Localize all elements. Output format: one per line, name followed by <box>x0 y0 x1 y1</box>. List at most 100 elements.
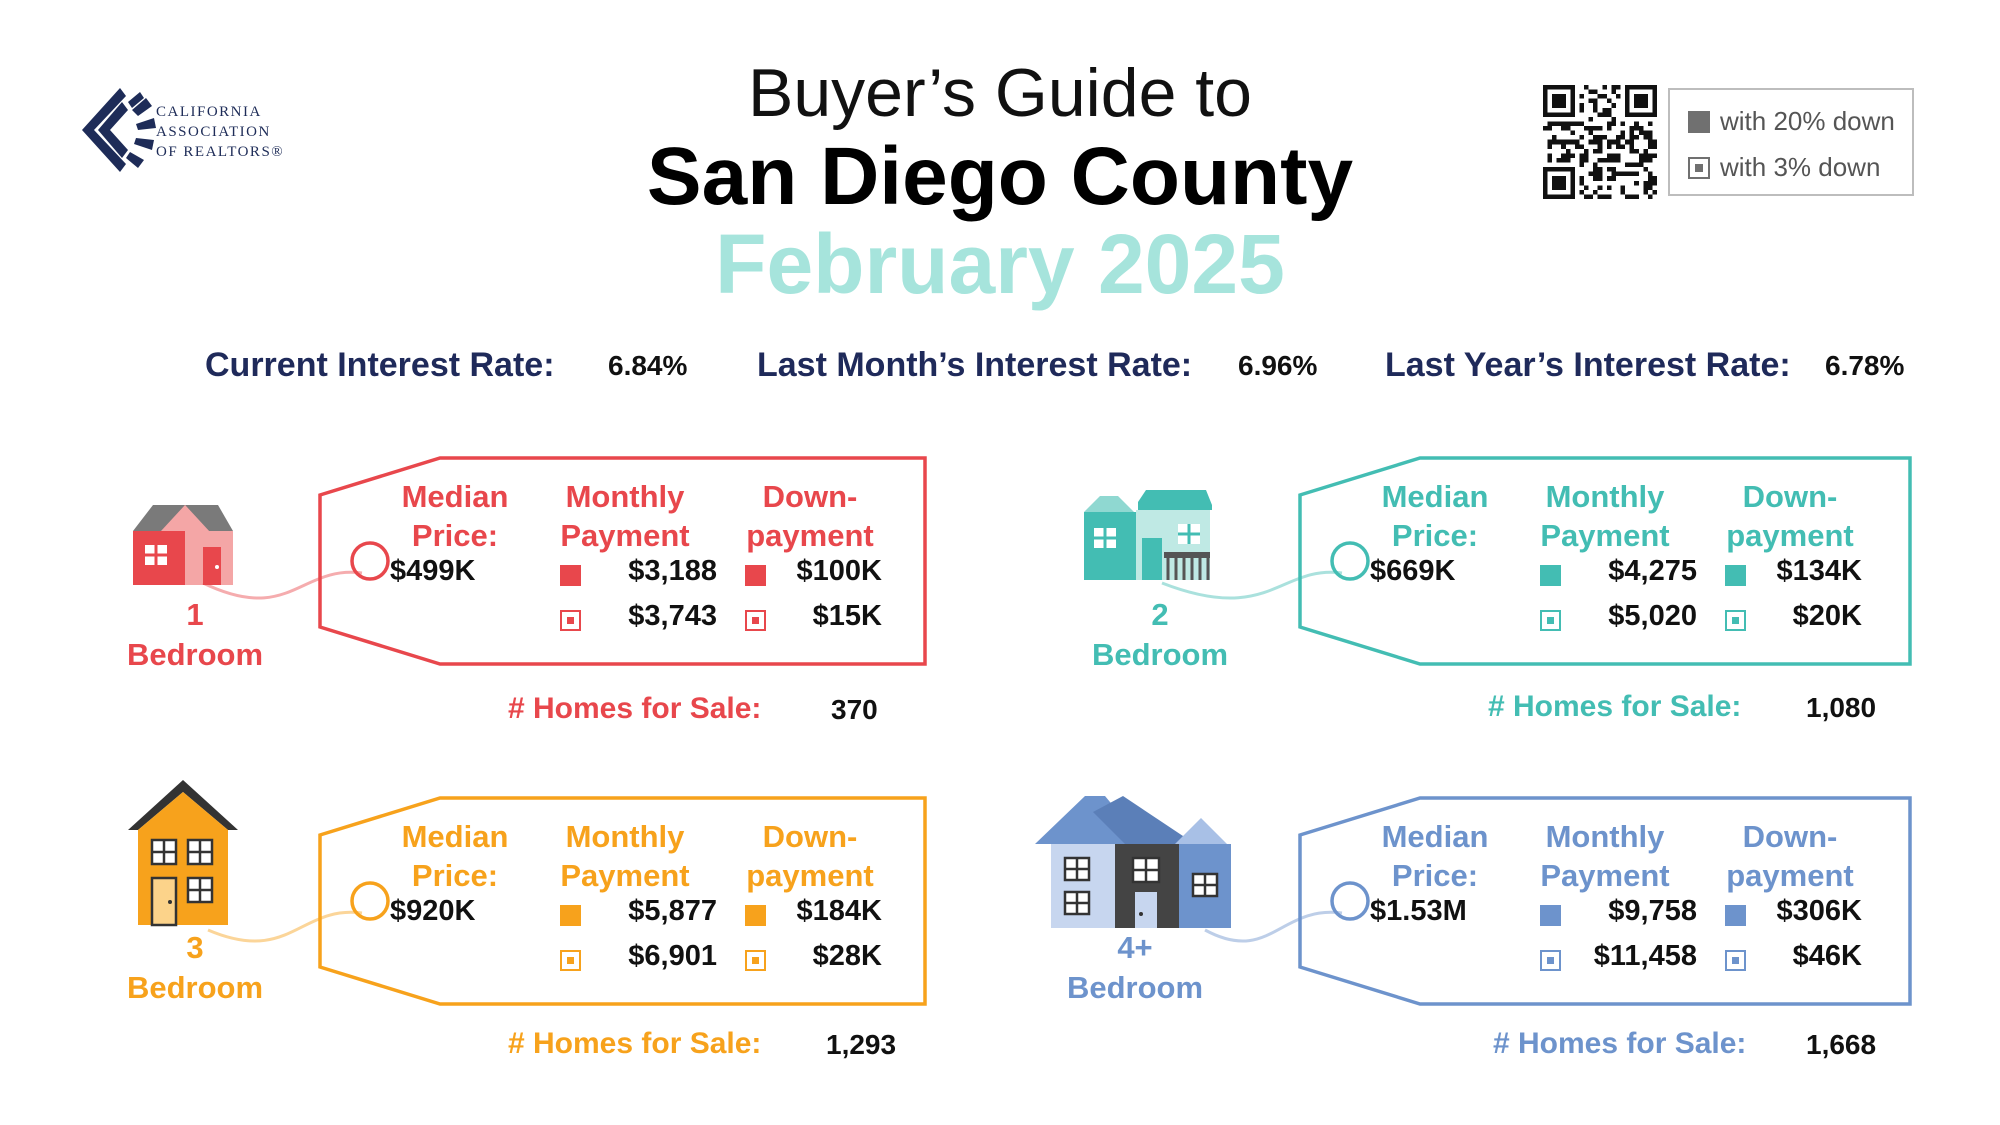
filled-square-icon <box>1688 111 1710 133</box>
price-tag-outline <box>1204 796 1912 1006</box>
filled-square-icon <box>1725 565 1746 586</box>
filled-square-icon <box>1540 565 1561 586</box>
filled-square-icon <box>560 905 581 926</box>
logo-line-2: ASSOCIATION <box>156 124 271 140</box>
legend-item-3-down: with 3% down <box>1688 152 1880 183</box>
downpayment-3-down: $15K <box>812 600 882 632</box>
house-icon <box>128 780 238 935</box>
outlined-square-icon <box>1725 610 1746 631</box>
price-tag-outline <box>202 456 927 666</box>
last-year-rate-label: Last Year’s Interest Rate: <box>1385 346 1791 384</box>
outlined-square-icon <box>1688 157 1710 179</box>
bedroom-label: 2 Bedroom <box>1070 595 1250 675</box>
median-price-value: $499K <box>390 555 476 587</box>
logo-line-3: OF REALTORS® <box>156 144 285 160</box>
bedroom-count: 1 <box>186 597 204 632</box>
downpayment-20-down: $184K <box>796 895 882 927</box>
homes-for-sale-label: # Homes for Sale: <box>1493 1027 1747 1060</box>
last-year-rate-value: 6.78% <box>1825 350 1905 381</box>
car-logo: CALIFORNIA ASSOCIATION OF REALTORS® <box>82 86 302 176</box>
downpayment-3-down: $46K <box>1792 940 1862 972</box>
outlined-square-icon <box>1540 610 1561 631</box>
bedroom-count: 4+ <box>1117 930 1153 965</box>
filled-square-icon <box>745 905 766 926</box>
outlined-square-icon <box>745 610 766 631</box>
monthly-payment-20-down: $3,188 <box>628 555 717 587</box>
homes-for-sale-value: 1,293 <box>826 1029 897 1060</box>
filled-square-icon <box>745 565 766 586</box>
house-icon <box>1035 792 1245 937</box>
outlined-square-icon <box>1540 950 1561 971</box>
downpayment-3-down: $20K <box>1792 600 1862 632</box>
title-line-3: February 2025 <box>715 217 1285 311</box>
homes-for-sale-label: # Homes for Sale: <box>508 692 762 725</box>
card-1-bedroom: 1 Bedroom Median Price: Monthly Payment … <box>105 455 935 775</box>
median-header: Median Price: <box>1381 819 1489 893</box>
monthly-payment-3-down: $5,020 <box>1608 600 1697 632</box>
monthly-payment-3-down: $6,901 <box>628 940 717 972</box>
monthly-header: Monthly Payment <box>1540 479 1670 553</box>
bedroom-count: 3 <box>186 930 204 965</box>
downpayment-3-down: $28K <box>812 940 882 972</box>
bedroom-label: 1 Bedroom <box>105 595 285 675</box>
card-2-bedroom: 2 Bedroom Median Price: Monthly Payment … <box>1050 455 1920 775</box>
monthly-payment-3-down: $11,458 <box>1593 940 1697 972</box>
monthly-payment-20-down: $5,877 <box>628 895 717 927</box>
homes-for-sale-label: # Homes for Sale: <box>1488 690 1742 723</box>
logo-line-1: CALIFORNIA <box>156 104 262 120</box>
monthly-header: Monthly Payment <box>1540 819 1670 893</box>
homes-for-sale-value: 1,080 <box>1806 692 1877 723</box>
outlined-square-icon <box>1725 950 1746 971</box>
last-month-rate-label: Last Month’s Interest Rate: <box>757 346 1193 384</box>
monthly-payment-20-down: $9,758 <box>1608 895 1697 927</box>
outlined-square-icon <box>560 610 581 631</box>
downpayment-20-down: $306K <box>1776 895 1862 927</box>
median-header: Median Price: <box>401 479 509 553</box>
house-icon <box>1082 490 1214 590</box>
homes-for-sale-value: 370 <box>831 694 878 725</box>
price-tag-outline <box>207 796 927 1006</box>
card-3-bedroom: 3 Bedroom Median Price: Monthly Payment … <box>105 780 935 1100</box>
house-icon <box>123 503 233 598</box>
filled-square-icon <box>1540 905 1561 926</box>
current-rate-value: 6.84% <box>608 350 688 381</box>
down-header: Down- payment <box>746 479 874 553</box>
legend: with 20% down with 3% down <box>1668 88 1914 196</box>
median-price-value: $669K <box>1370 555 1456 587</box>
outlined-square-icon <box>745 950 766 971</box>
qr-code-icon[interactable] <box>1543 85 1657 199</box>
bedroom-word: Bedroom <box>1066 970 1204 1005</box>
down-header: Down- payment <box>1726 479 1854 553</box>
median-price-value: $920K <box>390 895 476 927</box>
bedroom-word: Bedroom <box>1091 637 1229 672</box>
car-logo-icon <box>82 88 156 172</box>
bedroom-label: 4+ Bedroom <box>1045 928 1225 1008</box>
down-header: Down- payment <box>746 819 874 893</box>
title-line-1: Buyer’s Guide to <box>748 55 1252 131</box>
filled-square-icon <box>1725 905 1746 926</box>
outlined-square-icon <box>560 950 581 971</box>
price-tag-outline <box>1161 456 1912 666</box>
bedroom-word: Bedroom <box>126 970 264 1005</box>
downpayment-20-down: $100K <box>796 555 882 587</box>
bedroom-label: 3 Bedroom <box>105 928 285 1008</box>
down-header: Down- payment <box>1726 819 1854 893</box>
filled-square-icon <box>560 565 581 586</box>
homes-for-sale-value: 1,668 <box>1806 1029 1877 1060</box>
bedroom-count: 2 <box>1151 597 1169 632</box>
current-rate-label: Current Interest Rate: <box>205 346 555 384</box>
title-line-2: San Diego County <box>646 131 1354 222</box>
median-header: Median Price: <box>401 819 509 893</box>
card-4-bedroom: 4+ Bedroom Median Price: Monthly Payment… <box>1035 780 1920 1100</box>
monthly-payment-3-down: $3,743 <box>628 600 717 632</box>
downpayment-20-down: $134K <box>1776 555 1862 587</box>
homes-for-sale-label: # Homes for Sale: <box>508 1027 762 1060</box>
median-header: Median Price: <box>1381 479 1489 553</box>
monthly-header: Monthly Payment <box>560 479 690 553</box>
monthly-payment-20-down: $4,275 <box>1608 555 1697 587</box>
bedroom-word: Bedroom <box>126 637 264 672</box>
legend-item-20-down: with 20% down <box>1688 106 1895 137</box>
median-price-value: $1.53M <box>1370 895 1467 927</box>
last-month-rate-value: 6.96% <box>1238 350 1318 381</box>
monthly-header: Monthly Payment <box>560 819 690 893</box>
